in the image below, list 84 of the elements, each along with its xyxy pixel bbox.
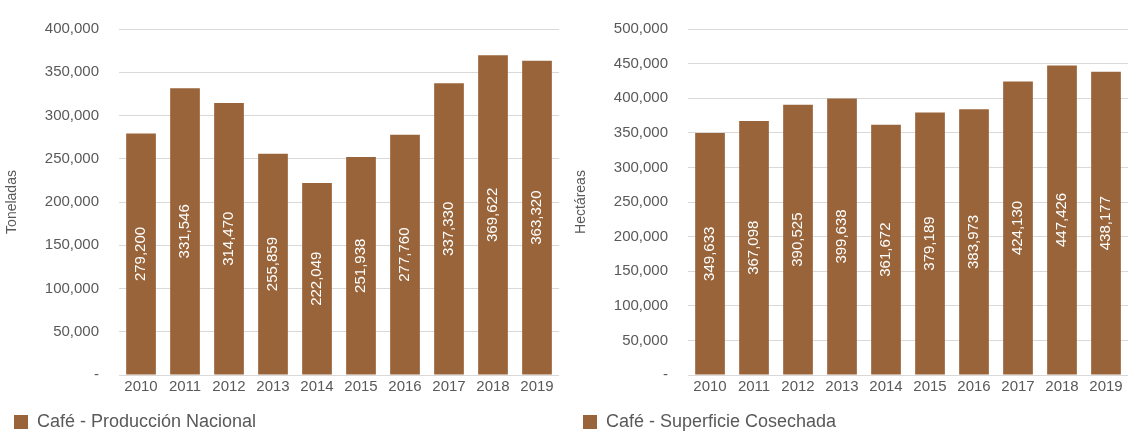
x-tick-label: 2014 [300,377,334,395]
legend-label: Café - Superficie Cosechada [606,410,838,431]
bar [1091,71,1121,375]
bar [434,83,464,375]
data-label: 255,859 [263,236,281,292]
data-label: 277,760 [395,227,413,282]
x-tick-label: 2011 [737,377,771,395]
y-tick-label: 400,000 [613,88,669,106]
y-tick-label: 350,000 [613,122,669,140]
y-tick-label: - [94,365,100,383]
bar [258,153,288,375]
bar [214,102,244,375]
bar [346,157,376,375]
x-tick-label: 2013 [825,377,859,395]
bar [915,112,945,375]
x-tick-label: 2013 [256,377,290,395]
bar [959,109,989,375]
data-label: 279,200 [131,226,149,282]
x-tick-label: 2017 [432,377,466,395]
data-label: 222,049 [307,251,325,306]
y-tick-label: 250,000 [613,192,669,210]
bar [522,60,552,375]
y-tick-label: 250,000 [44,148,100,166]
data-label: 390,525 [788,212,806,267]
data-label: 314,470 [219,211,237,266]
y-tick-label: 300,000 [613,157,669,175]
x-tick-label: 2015 [913,377,947,395]
data-label: 424,130 [1008,200,1026,256]
data-label: 337,330 [439,201,457,256]
y-tick-label: 100,000 [44,278,100,296]
y-tick-label: 300,000 [44,105,100,123]
x-tick-label: 2019 [520,377,554,395]
data-label: 447,426 [1052,192,1070,248]
x-tick-label: 2012 [212,377,246,395]
data-label: 438,177 [1096,196,1114,251]
y-tick-label: 50,000 [53,321,100,339]
bar [1003,81,1033,375]
x-tick-label: 2011 [168,377,202,395]
x-tick-label: 2016 [388,377,422,395]
data-label: 383,973 [964,214,982,270]
x-tick-label: 2019 [1089,377,1123,395]
bar [739,120,769,375]
bar [302,182,332,375]
data-label: 369,622 [483,187,501,243]
bar [170,88,200,375]
y-tick-label: 350,000 [44,62,100,80]
y-tick-label: 50,000 [622,330,669,348]
x-tick-label: 2018 [476,377,510,395]
x-tick-label: 2012 [781,377,815,395]
y-tick-label: 400,000 [44,19,100,37]
y-tick-label: 450,000 [613,53,669,71]
data-label: 399,638 [832,209,850,264]
y-tick-label: 100,000 [613,295,669,313]
x-tick-label: 2014 [869,377,903,395]
y-axis-title: Hectáreas [572,170,589,234]
bar [126,133,156,375]
bar [695,133,725,375]
bar [390,134,420,375]
data-label: 363,320 [527,190,545,245]
x-tick-label: 2018 [1045,377,1079,395]
y-tick-label: 200,000 [44,192,100,210]
data-label: 331,546 [175,204,193,259]
data-label: 367,098 [744,220,762,275]
x-tick-label: 2010 [693,377,727,395]
data-label: 379,189 [920,216,938,271]
y-tick-label: 500,000 [613,19,669,37]
bar [1047,65,1077,375]
bar [871,124,901,375]
x-tick-label: 2010 [124,377,158,395]
legend-label: Café - Producción Nacional [37,410,257,431]
y-tick-label: - [663,365,669,383]
data-label: 251,938 [351,238,369,293]
y-tick-label: 150,000 [613,261,669,279]
data-label: 349,633 [700,226,718,281]
bar [783,104,813,375]
x-tick-label: 2016 [957,377,991,395]
data-label: 361,672 [876,222,894,277]
y-axis-title: Toneladas [3,170,20,234]
y-tick-label: 200,000 [613,226,669,244]
bar [827,98,857,375]
x-tick-label: 2017 [1001,377,1035,395]
x-tick-label: 2015 [344,377,378,395]
bar [478,55,508,375]
y-tick-label: 150,000 [44,235,100,253]
